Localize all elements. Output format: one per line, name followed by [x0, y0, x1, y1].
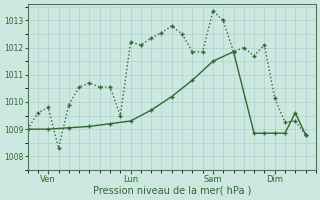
X-axis label: Pression niveau de la mer( hPa ): Pression niveau de la mer( hPa )	[92, 186, 251, 196]
